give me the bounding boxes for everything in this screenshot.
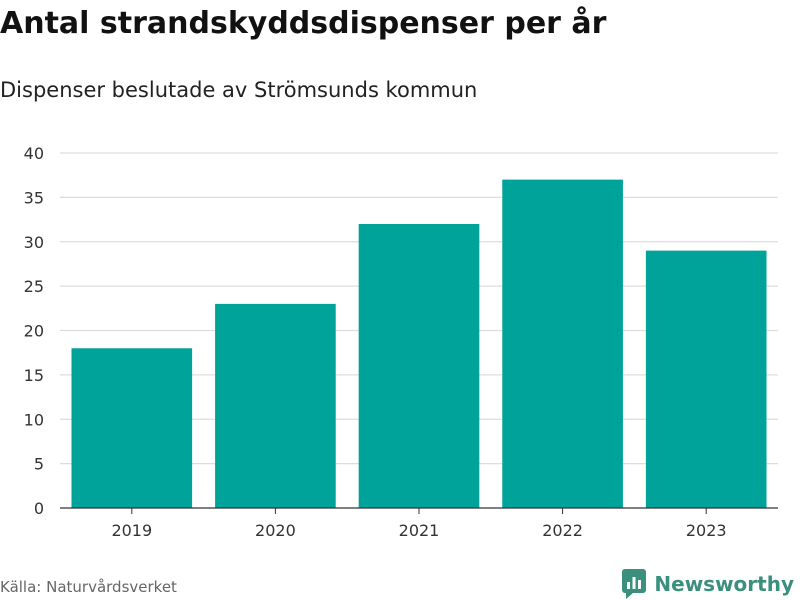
y-tick-label: 30 (24, 233, 44, 252)
bars (71, 179, 767, 508)
x-tick-label: 2022 (542, 521, 583, 540)
x-tick-label: 2019 (111, 521, 152, 540)
y-tick-labels: 0 5 10 15 20 25 30 35 40 (24, 144, 44, 518)
chart-subtitle: Dispenser beslutade av Strömsunds kommun (0, 78, 478, 102)
y-tick-label: 40 (24, 144, 44, 163)
bar-2019 (71, 348, 193, 508)
y-tick-label: 5 (34, 455, 44, 474)
y-tick-label: 0 (34, 499, 44, 518)
x-tick-labels: 2019 2020 2021 2022 2023 (111, 508, 727, 540)
bar-2022 (502, 179, 623, 508)
chart-title: Antal strandskyddsdispenser per år (0, 6, 607, 41)
y-tick-label: 35 (24, 188, 44, 207)
y-tick-label: 10 (24, 410, 44, 429)
brand-name: Newsworthy (654, 572, 794, 596)
source-note: Källa: Naturvårdsverket (0, 578, 177, 596)
brand-logo[interactable]: Newsworthy (622, 569, 794, 599)
bar-2020 (215, 303, 336, 508)
bar-2023 (645, 250, 767, 508)
bar-2021 (358, 224, 480, 508)
y-tick-label: 15 (24, 366, 44, 385)
y-tick-label: 20 (24, 322, 44, 341)
x-tick-label: 2020 (255, 521, 296, 540)
y-tick-label: 25 (24, 277, 44, 296)
x-tick-label: 2021 (399, 521, 440, 540)
x-tick-label: 2023 (686, 521, 727, 540)
newsworthy-logo-icon (622, 569, 647, 599)
